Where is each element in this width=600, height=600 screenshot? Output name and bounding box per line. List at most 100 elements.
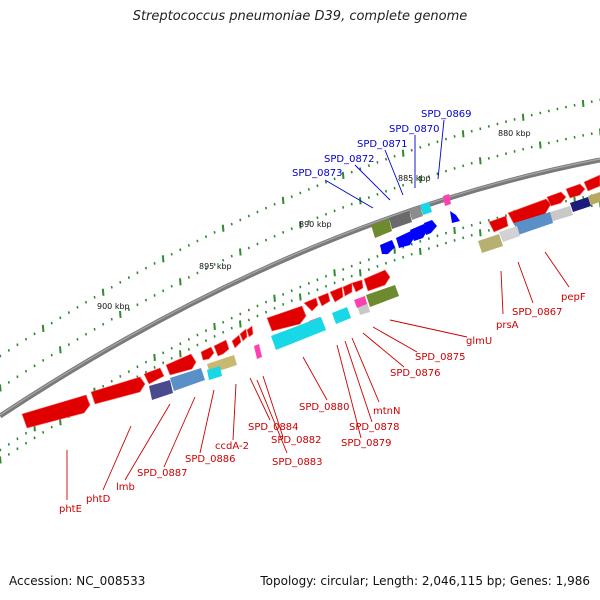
leader-line bbox=[336, 344, 362, 439]
scale-tick bbox=[93, 327, 96, 331]
leader-line bbox=[163, 396, 196, 468]
scale-tick bbox=[222, 330, 225, 334]
gene-block-pink[interactable] bbox=[254, 344, 262, 359]
scale-tick bbox=[170, 284, 173, 288]
gene-arrow[interactable] bbox=[342, 282, 353, 297]
gene-arrow-blue[interactable] bbox=[450, 211, 460, 223]
gene-arrow-blue[interactable] bbox=[380, 240, 395, 254]
gene-arrow[interactable] bbox=[200, 346, 215, 361]
scale-tick bbox=[119, 281, 122, 284]
leader-line bbox=[544, 251, 570, 288]
scale-tick bbox=[367, 258, 370, 261]
gene-arrow[interactable] bbox=[143, 367, 165, 385]
scale-tick bbox=[324, 284, 328, 288]
scale-tick bbox=[59, 346, 62, 354]
gene-arrow-blue[interactable] bbox=[396, 231, 414, 248]
gene-arrow[interactable] bbox=[266, 305, 307, 332]
leader-line bbox=[389, 319, 468, 338]
gene-block-khaki[interactable] bbox=[588, 192, 600, 205]
scale-tick bbox=[247, 308, 250, 312]
gene-block-cyan[interactable] bbox=[332, 307, 351, 324]
gene-arrow[interactable] bbox=[565, 183, 586, 199]
scale-tick bbox=[393, 154, 396, 158]
scale-tick bbox=[504, 120, 508, 124]
scale-tick bbox=[179, 278, 182, 286]
scale-tick bbox=[556, 139, 559, 143]
scale-tick bbox=[462, 164, 465, 168]
gene-block-olive[interactable] bbox=[371, 219, 392, 238]
gene-arrow[interactable] bbox=[246, 325, 254, 338]
gene-arrow[interactable] bbox=[363, 269, 391, 292]
gene-block-khaki[interactable] bbox=[478, 234, 503, 253]
scale-tick bbox=[264, 310, 268, 314]
gene-block-gray[interactable] bbox=[547, 206, 573, 222]
gene-arrow-blue[interactable] bbox=[424, 220, 437, 235]
genes-other[interactable] bbox=[149, 192, 600, 400]
gene-arrow[interactable] bbox=[488, 215, 509, 233]
gene-block-gray[interactable] bbox=[409, 206, 423, 220]
scale-tick bbox=[170, 252, 173, 256]
leader-line bbox=[437, 119, 445, 180]
gene-arrow[interactable] bbox=[329, 286, 344, 303]
leader-line bbox=[262, 375, 284, 438]
scale-tick bbox=[110, 317, 113, 321]
gene-block-slate[interactable] bbox=[149, 380, 173, 400]
gene-arrow[interactable] bbox=[583, 174, 600, 192]
scale-tick bbox=[119, 310, 122, 318]
gene-block-lightgray[interactable] bbox=[499, 226, 520, 242]
scale-labels: 880 kbp 885 kbp 890 kbp 895 kbp 900 kbp bbox=[97, 129, 531, 311]
gene-arrow[interactable] bbox=[213, 339, 230, 357]
gene-arrow-blue[interactable] bbox=[410, 224, 427, 241]
scale-tick bbox=[453, 239, 456, 242]
gene-block-pink[interactable] bbox=[354, 296, 367, 308]
scale-tick bbox=[590, 132, 593, 136]
gene-block-olive[interactable] bbox=[366, 285, 399, 307]
gene-arrow[interactable] bbox=[239, 328, 248, 342]
gene-arrow[interactable] bbox=[231, 334, 242, 349]
leader-line bbox=[351, 337, 380, 403]
scale-tick bbox=[50, 425, 53, 429]
scale-tick bbox=[282, 231, 285, 234]
scale-tick bbox=[316, 184, 319, 188]
scale-tick bbox=[256, 242, 259, 246]
gene-block-cyan[interactable] bbox=[271, 317, 326, 350]
scale-tick bbox=[153, 366, 156, 369]
gene-block-pink[interactable] bbox=[443, 194, 451, 206]
gene-arrow[interactable] bbox=[303, 297, 319, 312]
gene-block-steelblue[interactable] bbox=[514, 212, 553, 235]
scale-tick bbox=[350, 202, 353, 206]
scale-tick bbox=[333, 269, 336, 277]
gene-block-darkgray[interactable] bbox=[389, 211, 412, 229]
scale-tick bbox=[427, 247, 430, 250]
scale-tick bbox=[350, 274, 353, 278]
scale-tick bbox=[127, 276, 130, 279]
scale-tick bbox=[281, 196, 285, 205]
gene-arrow[interactable] bbox=[165, 353, 197, 376]
scale-tick bbox=[539, 141, 542, 149]
gene-arrow[interactable] bbox=[21, 394, 91, 429]
scale-tick bbox=[273, 202, 276, 206]
leader-line bbox=[344, 340, 373, 423]
scale-tick bbox=[136, 271, 139, 275]
gene-block-cyan[interactable] bbox=[207, 366, 222, 380]
scale-tick bbox=[564, 105, 568, 109]
gene-block-navy[interactable] bbox=[570, 197, 591, 212]
gene-arrow[interactable] bbox=[317, 292, 331, 307]
scale-tick bbox=[230, 222, 233, 226]
scale-tick bbox=[444, 137, 448, 141]
gene-arrow[interactable] bbox=[90, 376, 146, 405]
genes-reverse-blue[interactable] bbox=[380, 211, 460, 254]
gene-block-steelblue[interactable] bbox=[170, 368, 205, 391]
gene-block-cyan[interactable] bbox=[420, 202, 432, 215]
scale-tick bbox=[410, 148, 413, 152]
leader-line bbox=[102, 425, 132, 491]
gene-arrow[interactable] bbox=[351, 279, 364, 293]
scale-tick bbox=[127, 308, 130, 311]
scale-tick bbox=[410, 242, 413, 246]
genes-forward-upper[interactable] bbox=[21, 174, 600, 429]
gene-arrow[interactable] bbox=[507, 198, 552, 225]
gene-arrow[interactable] bbox=[546, 191, 567, 207]
gene-label: SPD_0872 bbox=[324, 154, 375, 165]
scale-tick bbox=[367, 164, 370, 167]
